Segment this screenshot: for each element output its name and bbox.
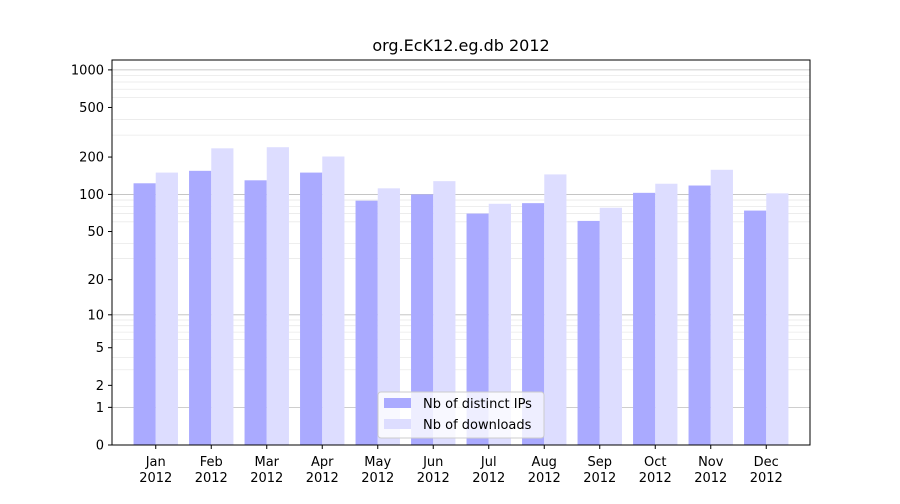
y-tick-label: 100 (79, 188, 104, 203)
x-tick-label: Dec 2012 (750, 455, 783, 486)
x-tick-label: Oct 2012 (639, 455, 672, 486)
x-tick-label: May 2012 (361, 455, 394, 486)
x-tick-label: Nov 2012 (694, 455, 727, 486)
x-tick-label: Sep 2012 (583, 455, 616, 486)
bar-distinct-ips-3 (244, 180, 267, 445)
x-tick-label: Jun 2012 (417, 455, 450, 486)
bar-distinct-ips-6 (411, 194, 434, 445)
bar-downloads-2 (211, 148, 234, 445)
bar-downloads-1 (155, 172, 178, 445)
bar-downloads-11 (710, 169, 733, 445)
y-tick-label: 5 (96, 341, 104, 356)
bar-downloads-12 (766, 193, 789, 445)
y-tick-label: 0 (96, 439, 104, 454)
bar-downloads-5 (377, 188, 400, 445)
bar-downloads-3 (266, 147, 289, 446)
legend: Nb of distinct IPs Nb of downloads (377, 391, 545, 439)
legend-label-distinct-ips: Nb of distinct IPs (423, 397, 532, 412)
y-tick-label: 1000 (71, 63, 104, 78)
chart-title: org.EcK12.eg.db 2012 (372, 36, 549, 55)
x-tick-label: Aug 2012 (528, 455, 561, 486)
bar-distinct-ips-10 (633, 192, 656, 445)
bar-distinct-ips-11 (688, 185, 711, 445)
y-tick-label: 200 (79, 151, 104, 166)
x-tick-label: Apr 2012 (306, 455, 339, 486)
bar-downloads-10 (655, 183, 678, 446)
bar-distinct-ips-12 (744, 210, 767, 445)
bars-layer (133, 147, 789, 446)
y-tick-label: 2 (96, 379, 104, 394)
x-tick-label: Jul 2012 (472, 455, 505, 486)
legend-label-downloads: Nb of downloads (423, 418, 532, 433)
x-tick-label: Jan 2012 (139, 455, 172, 486)
y-tick-label: 50 (87, 225, 104, 240)
plot-frame (111, 59, 811, 446)
legend-swatch-downloads (384, 419, 411, 429)
bar-downloads-8 (544, 174, 567, 445)
bar-downloads-9 (599, 207, 622, 445)
bar-distinct-ips-5 (355, 200, 378, 445)
bar-distinct-ips-9 (577, 220, 600, 445)
x-tick-label: Feb 2012 (195, 455, 228, 486)
y-axis: 0 1 2 5 10 20 50 100 200 500 1000 (71, 63, 112, 454)
legend-swatch-distinct-ips (384, 398, 411, 408)
bar-downloads-4 (322, 156, 345, 445)
bar-distinct-ips-2 (189, 170, 212, 446)
y-tick-label: 10 (87, 308, 104, 323)
bar-distinct-ips-1 (133, 183, 156, 446)
y-tick-label: 500 (79, 101, 104, 116)
bar-distinct-ips-4 (300, 172, 323, 445)
legend-box (377, 391, 545, 439)
bar-distinct-ips-8 (522, 203, 545, 445)
y-tick-label: 20 (87, 273, 104, 288)
x-tick-label: Mar 2012 (250, 455, 283, 486)
y-tick-label: 1 (96, 401, 104, 416)
bar-downloads-7 (488, 203, 511, 445)
x-axis: Jan 2012 Feb 2012 Mar 2012 Apr 2012 May 2012 Jun 20… (139, 445, 783, 486)
bar-downloads-6 (433, 181, 456, 445)
bar-distinct-ips-7 (466, 213, 489, 445)
